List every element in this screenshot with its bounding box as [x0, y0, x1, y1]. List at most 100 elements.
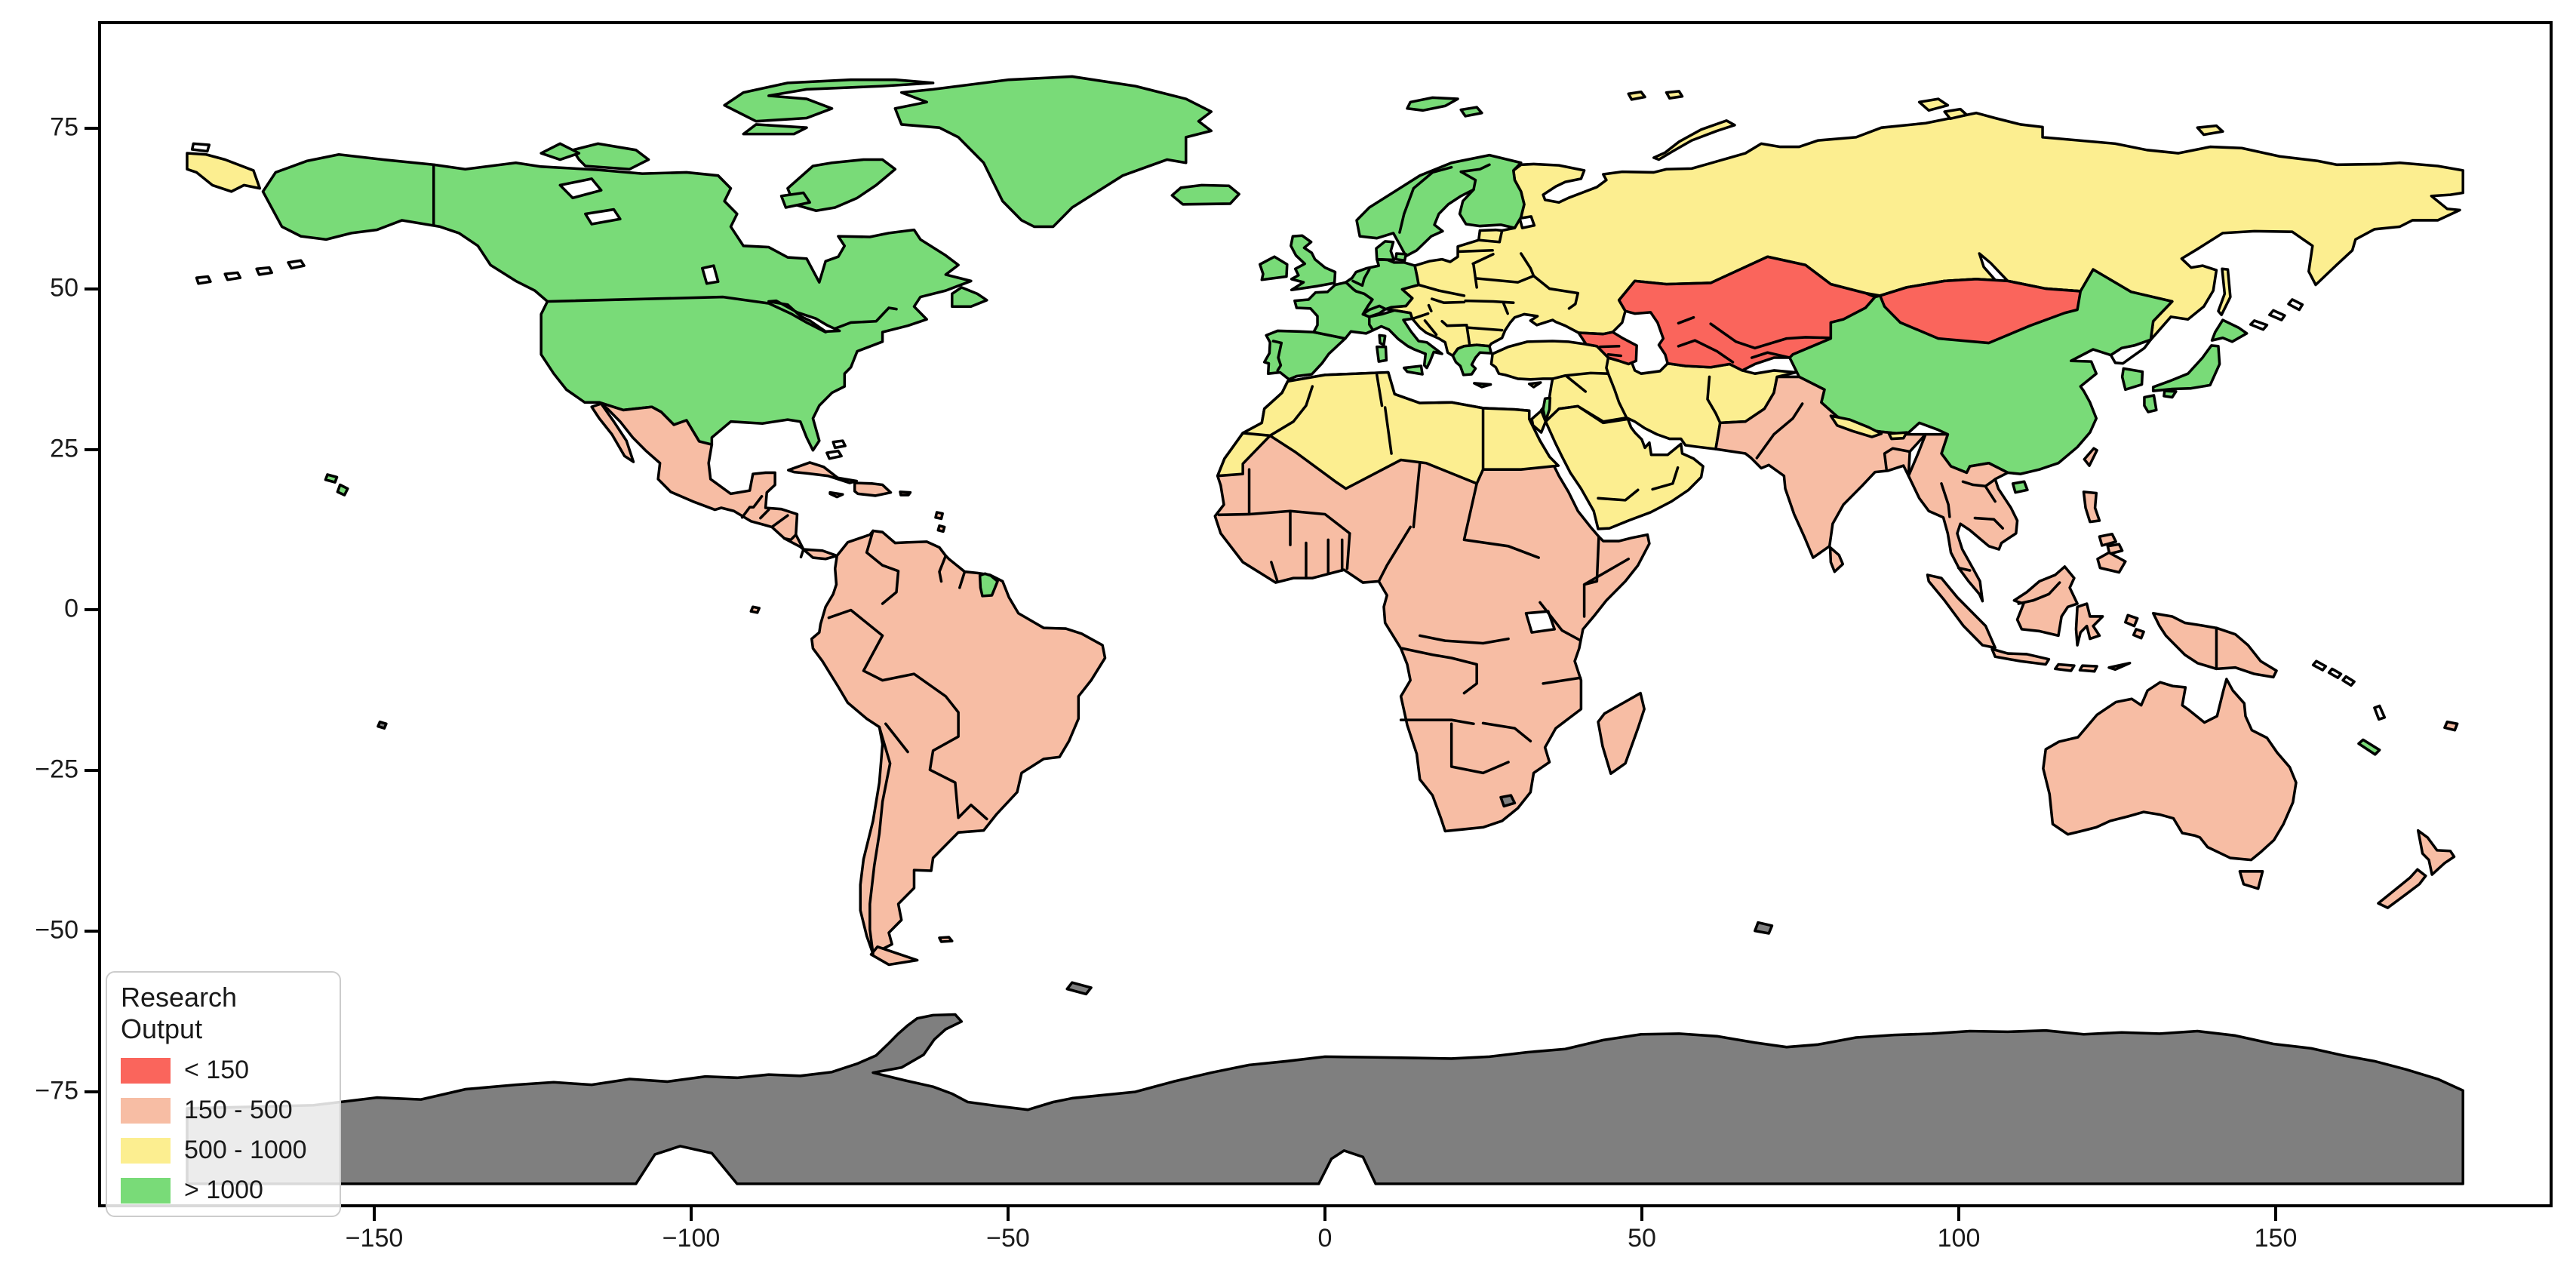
legend-row-150-500: 150 - 500 [121, 1096, 326, 1125]
island-sumatra [1926, 573, 1997, 650]
country-italy [1367, 309, 1443, 370]
islands-hawaii [324, 473, 349, 497]
x-tick-mark [690, 1207, 693, 1221]
island-kyushu [2143, 394, 2158, 413]
x-tick-label: 50 [1628, 1224, 1656, 1253]
region-chukotka-west [186, 152, 262, 193]
island-sakhalin [2217, 267, 2232, 317]
island-sulawesi [2074, 602, 2104, 647]
y-tick-label: −50 [35, 915, 78, 945]
borders-east-europe [1411, 229, 1579, 348]
island-mindanao [2096, 551, 2127, 574]
lake-ladoga [1518, 215, 1536, 229]
x-tick-label: −150 [345, 1224, 404, 1253]
island-hispaniola [853, 481, 893, 497]
island-kerguelen [1754, 921, 1774, 935]
border-portugal-spain [1271, 340, 1283, 372]
borders-indochina [1940, 478, 2005, 572]
y-tick-mark [85, 287, 98, 291]
islands-new-siberian [2196, 124, 2224, 137]
region-scandinavia [1355, 153, 1526, 258]
y-tick-label: 75 [50, 112, 78, 142]
y-tick-mark [85, 608, 98, 611]
x-tick-label: −50 [986, 1224, 1030, 1253]
continent-africa [1213, 370, 1651, 833]
island-southampton [779, 191, 811, 209]
region-indochina [1907, 432, 2019, 603]
island-borneo [2012, 565, 2079, 638]
lake-winnipeg [701, 264, 720, 285]
legend-swatch-lt150 [121, 1057, 171, 1084]
legend-label-gt1000: > 1000 [184, 1176, 263, 1204]
islands-aleutian [195, 259, 306, 285]
region-india-pakistan [1714, 375, 1927, 559]
peninsula-baja [590, 402, 635, 463]
islands-franz-josef [1627, 90, 1684, 101]
legend-label-500-1000: 500 - 1000 [184, 1136, 307, 1164]
country-lesotho [1499, 794, 1517, 808]
country-antarctica [186, 1013, 2464, 1185]
y-tick-label: 50 [50, 273, 78, 303]
y-tick-label: 0 [64, 594, 78, 623]
legend-label-lt150: < 150 [184, 1056, 250, 1084]
x-tick-label: −100 [662, 1224, 721, 1253]
legend-row-500-1000: 500 - 1000 [121, 1136, 326, 1165]
x-tick-mark [1957, 1207, 1960, 1221]
island-luzon [2082, 490, 2101, 524]
country-uk [1290, 234, 1337, 292]
islands-lesser-sunda [2054, 663, 2098, 673]
y-tick-mark [85, 127, 98, 130]
territory-french-guiana [978, 572, 999, 598]
y-tick-mark [85, 769, 98, 772]
legend-row-lt150: < 150 [121, 1056, 326, 1085]
legend-swatch-150-500 [121, 1097, 171, 1124]
island-madagascar [1597, 691, 1646, 776]
island-hokkaido [2210, 318, 2249, 343]
borders-scandinavia [1398, 163, 1491, 234]
islands-solomon [2311, 659, 2356, 687]
island-banks [539, 142, 581, 161]
island-new-caledonia [2357, 738, 2381, 756]
islands-visayas [2098, 532, 2124, 555]
border-borneo [2017, 581, 2061, 605]
island-baffin [786, 158, 897, 213]
legend-label-150-500: 150 - 500 [184, 1096, 293, 1124]
country-mexico-central-america [598, 401, 839, 561]
island-tierra-del-fuego [869, 945, 919, 967]
island-cuba [786, 461, 858, 484]
y-tick-mark [85, 930, 98, 933]
borders-africa [1217, 374, 1631, 775]
lake-great-lakes [767, 299, 841, 334]
x-tick-mark [2274, 1207, 2277, 1221]
x-tick-label: 150 [2254, 1224, 2298, 1253]
country-nepal [1829, 414, 1883, 438]
continent-south-america [810, 529, 1107, 955]
country-north-korea [2109, 338, 2153, 365]
country-iceland [1170, 183, 1240, 206]
y-tick-label: −25 [35, 755, 78, 784]
country-australia [2042, 678, 2298, 862]
islands-falkland [938, 936, 954, 943]
island-sri-lanka [1828, 546, 1845, 573]
island-devon [742, 123, 808, 136]
legend-swatch-gt1000 [121, 1177, 171, 1204]
borders-middle-east [1551, 356, 1722, 425]
island-honshu [2151, 344, 2221, 392]
country-bhutan [1887, 431, 1908, 441]
legend-title: Research Output [121, 982, 238, 1044]
island-novaya-zemlya [1652, 119, 1736, 161]
country-greenland [893, 75, 1213, 229]
legend-swatch-500-1000 [121, 1137, 171, 1164]
island-taiwan [2083, 447, 2098, 467]
y-tick-label: −75 [35, 1076, 78, 1105]
world-map-svg [186, 75, 2464, 1185]
lake-victoria [1524, 610, 1556, 634]
islands-svalbard [1406, 96, 1483, 118]
country-south-korea [2120, 367, 2144, 392]
borders-south-america [827, 529, 988, 955]
island-corsica [1378, 334, 1387, 346]
borders-arabia [1597, 466, 1680, 502]
x-tick-mark [1323, 1207, 1326, 1221]
island-cyprus [1527, 381, 1542, 389]
island-crete [1473, 382, 1492, 389]
